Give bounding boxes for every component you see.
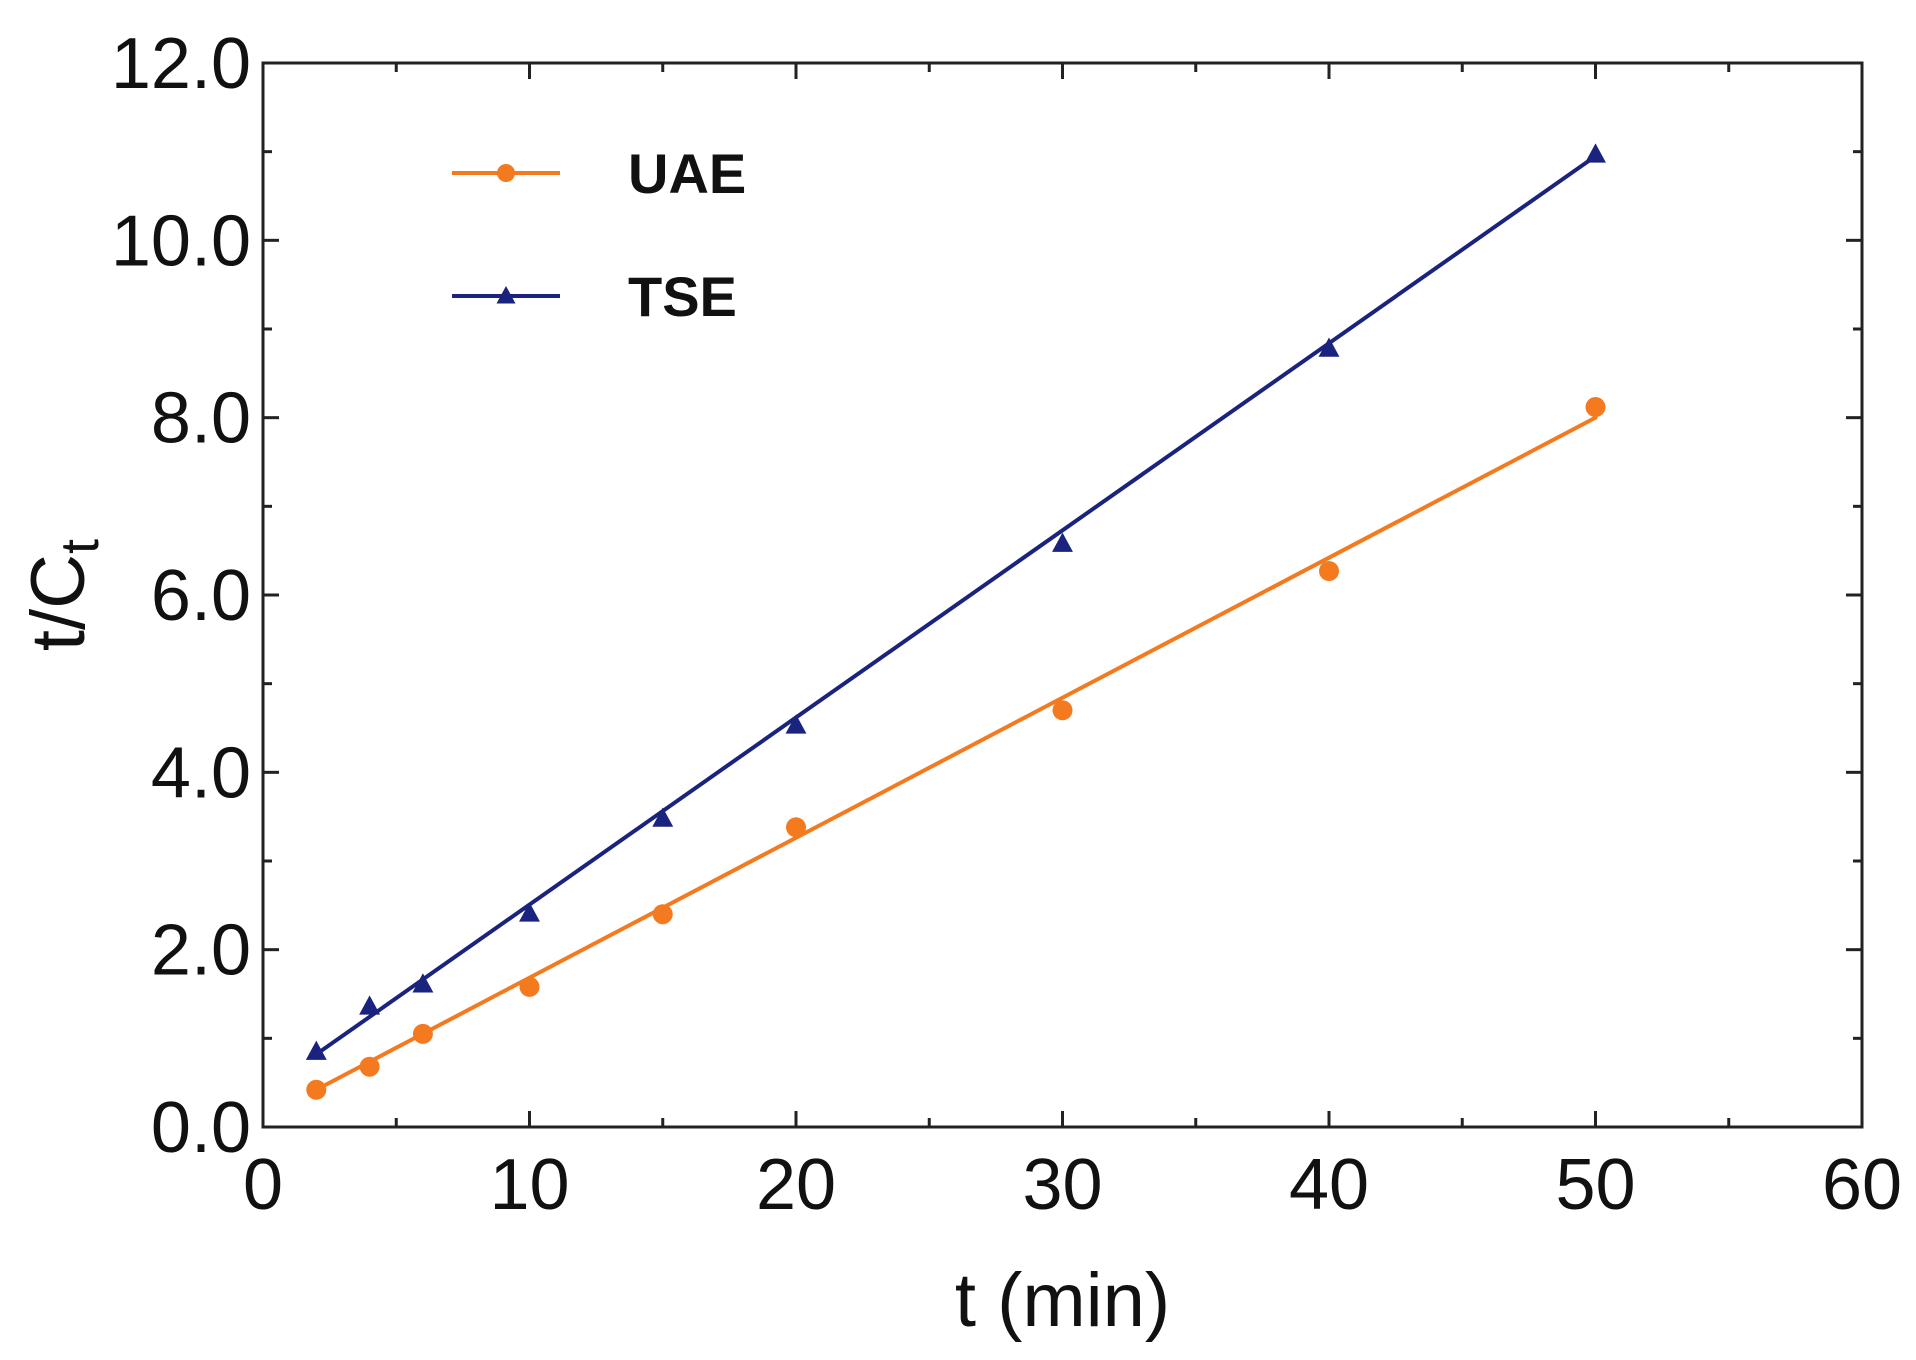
y-tick-label: 10.0	[111, 201, 251, 281]
ticks-layer	[261, 61, 1864, 1129]
data-point-tse	[1585, 143, 1606, 163]
data-point-uae	[1319, 561, 1339, 582]
data-point-uae	[306, 1079, 327, 1100]
legend-marker-tse	[496, 286, 516, 304]
y-tick-label: 4.0	[151, 733, 251, 813]
y-tick-labels: 0.0 2.0 4.0 6.0 8.0 10.0 12.0	[111, 24, 251, 1168]
fit-line-uae	[314, 415, 1598, 1092]
y-tick-label: 2.0	[151, 911, 251, 991]
data-point-tse	[652, 807, 674, 827]
x-tick-labels: 0 10 20 30 40 50 60	[243, 1145, 1902, 1225]
data-point-uae	[1585, 397, 1606, 418]
y-tick-label: 6.0	[151, 556, 251, 636]
legend-item-tse: TSE	[452, 265, 737, 328]
data-point-uae	[1052, 700, 1073, 721]
data-point-tse	[785, 714, 807, 734]
data-point-uae	[652, 904, 673, 925]
data-point-uae	[359, 1056, 380, 1077]
legend-label-tse: TSE	[628, 265, 737, 328]
plot-frame	[261, 61, 1864, 1129]
data-point-tse	[359, 995, 381, 1015]
y-tick-label: 12.0	[111, 24, 251, 104]
y-axis-title-main: t/C	[16, 554, 101, 651]
y-axis-title: t/Ct	[16, 539, 110, 651]
x-tick-label: 40	[1289, 1145, 1369, 1225]
x-tick-label: 20	[756, 1145, 836, 1225]
data-point-tse	[519, 902, 540, 922]
x-tick-label: 0	[243, 1145, 283, 1225]
y-axis-title-subscript: t	[50, 539, 110, 554]
markers-layer	[305, 143, 1606, 1100]
legend: UAE TSE	[452, 142, 746, 328]
y-tick-label: 8.0	[151, 379, 251, 459]
data-point-uae	[412, 1023, 433, 1044]
data-point-uae	[519, 976, 540, 997]
x-tick-label: 30	[1022, 1145, 1102, 1225]
x-tick-label: 10	[489, 1145, 569, 1225]
x-axis-title: t (min)	[955, 1258, 1170, 1343]
data-point-tse	[1318, 337, 1340, 357]
x-tick-label: 60	[1822, 1145, 1902, 1225]
legend-label-uae: UAE	[628, 142, 746, 205]
y-tick-label: 0.0	[151, 1088, 251, 1168]
data-point-tse	[305, 1040, 327, 1060]
legend-item-uae: UAE	[452, 142, 746, 205]
data-point-tse	[1052, 532, 1073, 552]
legend-marker-uae	[497, 164, 515, 182]
data-point-uae	[786, 817, 806, 838]
x-tick-label: 50	[1555, 1145, 1635, 1225]
data-point-tse	[412, 973, 434, 993]
